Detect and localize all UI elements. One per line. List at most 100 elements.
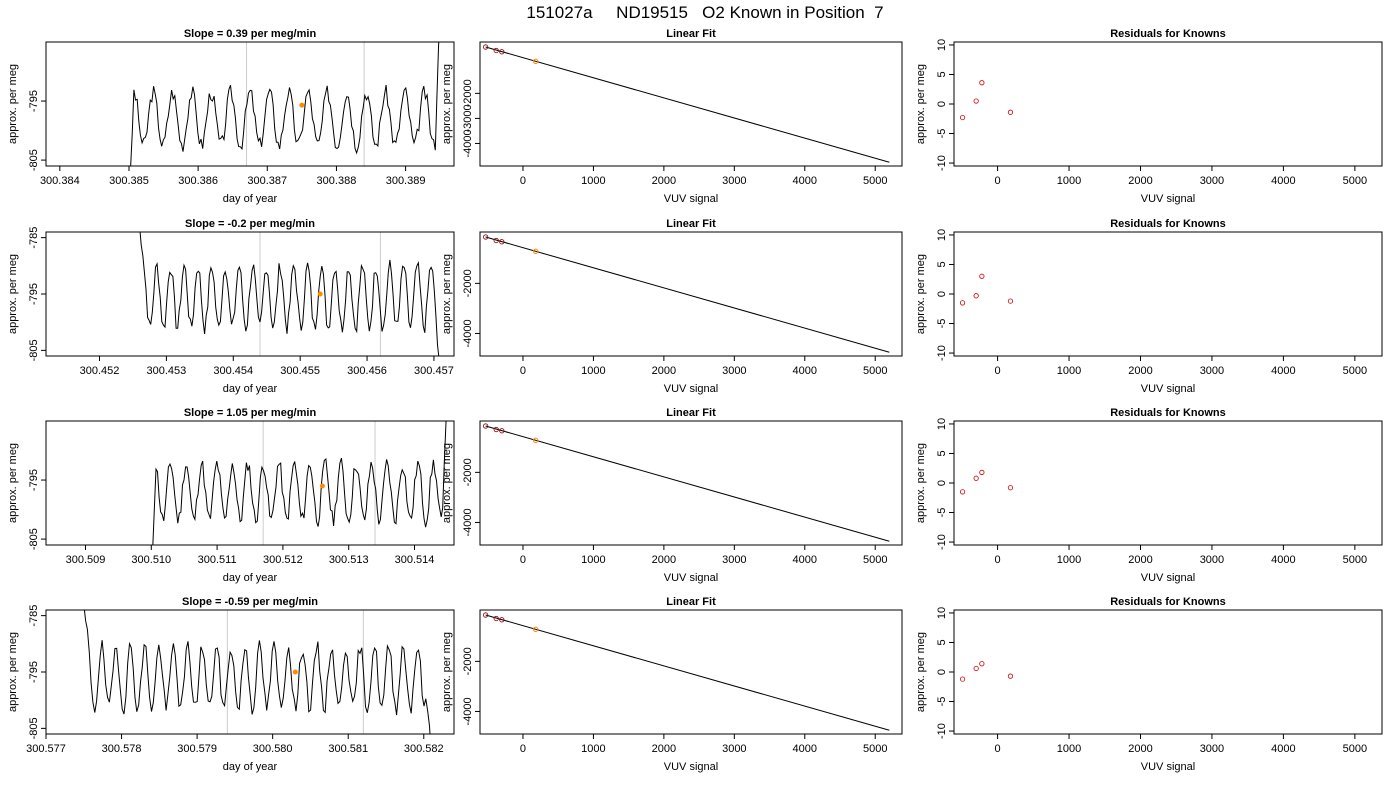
x-tick-label: 300.510 bbox=[131, 554, 171, 566]
x-tick-label: 5000 bbox=[863, 554, 887, 566]
fit-line bbox=[485, 46, 890, 163]
plot-area bbox=[483, 423, 890, 542]
x-tick-label: 300.388 bbox=[317, 175, 357, 187]
x-axis-label: VUV signal bbox=[664, 383, 718, 395]
y-tick-label: 5 bbox=[936, 261, 948, 267]
x-tick-label: 1000 bbox=[1057, 175, 1081, 187]
x-tick-label: 300.452 bbox=[80, 365, 120, 377]
y-axis-label: approx. per meg bbox=[7, 443, 19, 523]
residual-point bbox=[979, 661, 985, 667]
x-tick-label: 3000 bbox=[722, 365, 746, 377]
panel-title: Slope = 0.39 per meg/min bbox=[184, 28, 317, 40]
plot-area bbox=[152, 421, 447, 545]
panel-title: Linear Fit bbox=[666, 407, 716, 419]
y-tick-label: -785 bbox=[28, 605, 40, 627]
panel-r1-c2: Residuals for Knowns 0 1000 2000 3000 4000 500… bbox=[915, 218, 1383, 395]
x-tick-label: 1000 bbox=[581, 743, 605, 755]
x-tick-label: 300.579 bbox=[177, 743, 217, 755]
x-tick-label: 1000 bbox=[581, 554, 605, 566]
x-tick-label: 300.453 bbox=[147, 365, 187, 377]
plot-area bbox=[483, 44, 890, 163]
plot-area bbox=[483, 612, 890, 731]
x-tick-label: 3000 bbox=[722, 554, 746, 566]
y-axis-label: approx. per meg bbox=[7, 254, 19, 334]
panel-title: Slope = -0.2 per meg/min bbox=[185, 218, 315, 230]
y-tick-label: -3000 bbox=[462, 104, 474, 132]
residual-point bbox=[1007, 485, 1014, 491]
x-tick-label: 5000 bbox=[1343, 175, 1367, 187]
y-tick-label: 10 bbox=[936, 418, 948, 430]
x-tick-label: 1000 bbox=[1057, 743, 1081, 755]
y-tick-label: -805 bbox=[28, 339, 40, 361]
y-tick-label: -795 bbox=[28, 90, 40, 112]
x-axis-label: day of year bbox=[223, 383, 278, 395]
x-tick-label: 0 bbox=[995, 743, 1001, 755]
series-line bbox=[130, 42, 440, 166]
x-tick-label: 4000 bbox=[1271, 175, 1295, 187]
x-tick-label: 5000 bbox=[863, 743, 887, 755]
plot-box bbox=[953, 231, 1383, 357]
plot-area bbox=[139, 232, 440, 356]
data-point bbox=[499, 617, 505, 623]
highlight-point bbox=[532, 248, 539, 254]
highlight-point bbox=[317, 291, 323, 297]
y-tick-label: 0 bbox=[936, 480, 948, 486]
plot-area bbox=[483, 234, 890, 353]
y-tick-label: -4000 bbox=[462, 129, 474, 157]
residual-point bbox=[1007, 673, 1014, 679]
y-tick-label: -4000 bbox=[462, 697, 474, 725]
x-tick-label: 300.456 bbox=[347, 365, 387, 377]
x-tick-label: 4000 bbox=[793, 554, 817, 566]
residual-point bbox=[973, 293, 979, 299]
x-axis-label: day of year bbox=[223, 761, 278, 773]
series-line bbox=[83, 610, 431, 734]
y-tick-label: -10 bbox=[936, 723, 948, 739]
x-tick-label: 2000 bbox=[1128, 365, 1152, 377]
y-tick-label: -2000 bbox=[462, 79, 474, 107]
x-tick-label: 0 bbox=[520, 743, 526, 755]
data-point bbox=[493, 615, 499, 622]
x-axis-label: day of year bbox=[223, 193, 278, 205]
x-tick-label: 300.578 bbox=[102, 743, 142, 755]
y-tick-label: -2000 bbox=[462, 647, 474, 675]
residual-point bbox=[979, 273, 985, 279]
y-tick-label: -5 bbox=[936, 697, 948, 707]
y-tick-label: -795 bbox=[28, 661, 40, 683]
plot-box bbox=[479, 41, 903, 167]
x-tick-label: 300.577 bbox=[26, 743, 66, 755]
y-axis-label: approx. per meg bbox=[441, 632, 453, 712]
x-tick-label: 2000 bbox=[652, 743, 676, 755]
y-tick-label: -5 bbox=[936, 319, 948, 329]
x-axis-label: VUV signal bbox=[1141, 761, 1195, 773]
plot-box bbox=[953, 420, 1383, 546]
x-tick-label: 1000 bbox=[581, 175, 605, 187]
y-tick-label: 10 bbox=[936, 607, 948, 619]
y-tick-label: -805 bbox=[28, 717, 40, 739]
plot-box bbox=[953, 41, 1383, 167]
y-axis-label: approx. per meg bbox=[915, 632, 927, 712]
panel-title: Residuals for Knowns bbox=[1110, 28, 1226, 40]
data-point bbox=[483, 423, 489, 429]
y-tick-label: -5 bbox=[936, 508, 948, 518]
y-tick-label: 0 bbox=[936, 669, 948, 675]
plot-box bbox=[45, 41, 455, 167]
x-tick-label: 300.511 bbox=[198, 554, 237, 566]
highlight-point bbox=[532, 437, 539, 443]
y-tick-label: -10 bbox=[936, 345, 948, 361]
panel-title: Linear Fit bbox=[666, 218, 716, 230]
x-tick-label: 4000 bbox=[793, 743, 817, 755]
panel-title: Residuals for Knowns bbox=[1110, 407, 1226, 419]
y-tick-label: -4000 bbox=[462, 508, 474, 536]
x-tick-label: 3000 bbox=[1200, 365, 1224, 377]
y-tick-label: -795 bbox=[28, 469, 40, 491]
x-tick-label: 2000 bbox=[1128, 554, 1152, 566]
residual-point bbox=[973, 98, 979, 104]
panel-title: Linear Fit bbox=[666, 596, 716, 608]
y-axis-label: approx. per meg bbox=[441, 64, 453, 144]
x-axis-label: VUV signal bbox=[664, 193, 718, 205]
residual-point bbox=[979, 80, 985, 86]
y-axis-label: approx. per meg bbox=[7, 64, 19, 144]
x-tick-label: 5000 bbox=[863, 365, 887, 377]
panel-r2-c2: Residuals for Knowns 0 1000 2000 3000 4000 500… bbox=[915, 407, 1383, 584]
